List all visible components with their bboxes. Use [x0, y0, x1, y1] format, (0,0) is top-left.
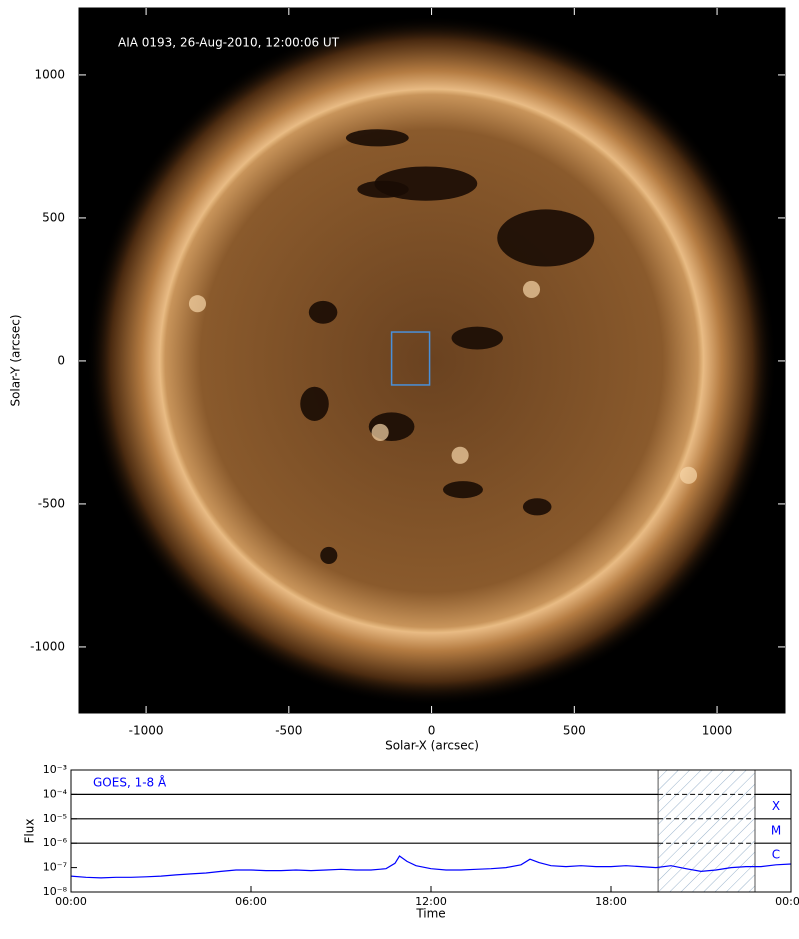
y-tick-label: -1000	[30, 639, 65, 653]
coronal-hole	[451, 326, 503, 350]
coronal-hole	[522, 498, 552, 516]
solar-image-panel: AIA 0193, 26-Aug-2010, 12:00:06 UT -1000 -…	[9, 7, 786, 753]
x-tick-label: 06:00	[235, 895, 267, 908]
y-axis-label: Solar-Y (arcsec)	[9, 314, 23, 406]
bright-region	[371, 423, 389, 441]
flux-line	[70, 855, 792, 879]
bright-region	[451, 446, 469, 464]
coronal-hole	[374, 166, 478, 201]
bright-region	[522, 280, 541, 298]
coronal-hole	[308, 300, 338, 324]
y-tick-label: -500	[38, 496, 65, 510]
region-box	[390, 331, 431, 386]
x-axis-label: Time	[415, 907, 445, 921]
bright-region	[679, 466, 698, 484]
image-annotation: AIA 0193, 26-Aug-2010, 12:00:06 UT	[118, 36, 340, 50]
y-tick-label: 1000	[34, 67, 65, 81]
goes-panel: XMC00:0006:0012:0018:0000:0010⁻⁸10⁻⁷10⁻⁶…	[23, 763, 799, 921]
y-axis-label: Flux	[23, 819, 37, 844]
coronal-hole	[442, 481, 483, 499]
x-tick-label: 12:00	[415, 895, 447, 908]
y-tick-label: 0	[57, 353, 65, 367]
coronal-hole	[345, 129, 409, 147]
x-tick-label: 500	[563, 724, 586, 738]
annotation: GOES, 1-8 Å	[93, 775, 167, 790]
flare-class-label: X	[772, 799, 780, 813]
x-tick-label: 00:00	[775, 895, 799, 908]
y-tick-label: 10⁻⁷	[43, 861, 67, 874]
y-tick-label: 10⁻⁵	[43, 812, 67, 825]
coronal-hole	[497, 209, 595, 267]
flare-class-label: M	[771, 823, 781, 837]
x-tick-label: 1000	[702, 724, 733, 738]
flare-class-label: C	[772, 848, 780, 862]
y-tick-label: 10⁻⁴	[43, 787, 68, 800]
x-tick-label: -500	[275, 724, 302, 738]
x-tick-label: 0	[428, 724, 436, 738]
x-tick-label: 00:00	[55, 895, 87, 908]
y-tick-label: 500	[42, 210, 65, 224]
coronal-hole	[300, 386, 329, 421]
sun-image	[86, 15, 777, 707]
bright-region	[188, 295, 207, 313]
y-tick-label: 10⁻³	[43, 763, 67, 776]
x-axis-label: Solar-X (arcsec)	[385, 739, 479, 753]
highlight-region	[657, 769, 756, 893]
x-tick-label: 18:00	[595, 895, 627, 908]
x-tick-label: -1000	[129, 724, 164, 738]
coronal-hole	[320, 546, 338, 564]
y-tick-label: 10⁻⁸	[43, 885, 68, 898]
y-tick-label: 10⁻⁶	[43, 836, 68, 849]
